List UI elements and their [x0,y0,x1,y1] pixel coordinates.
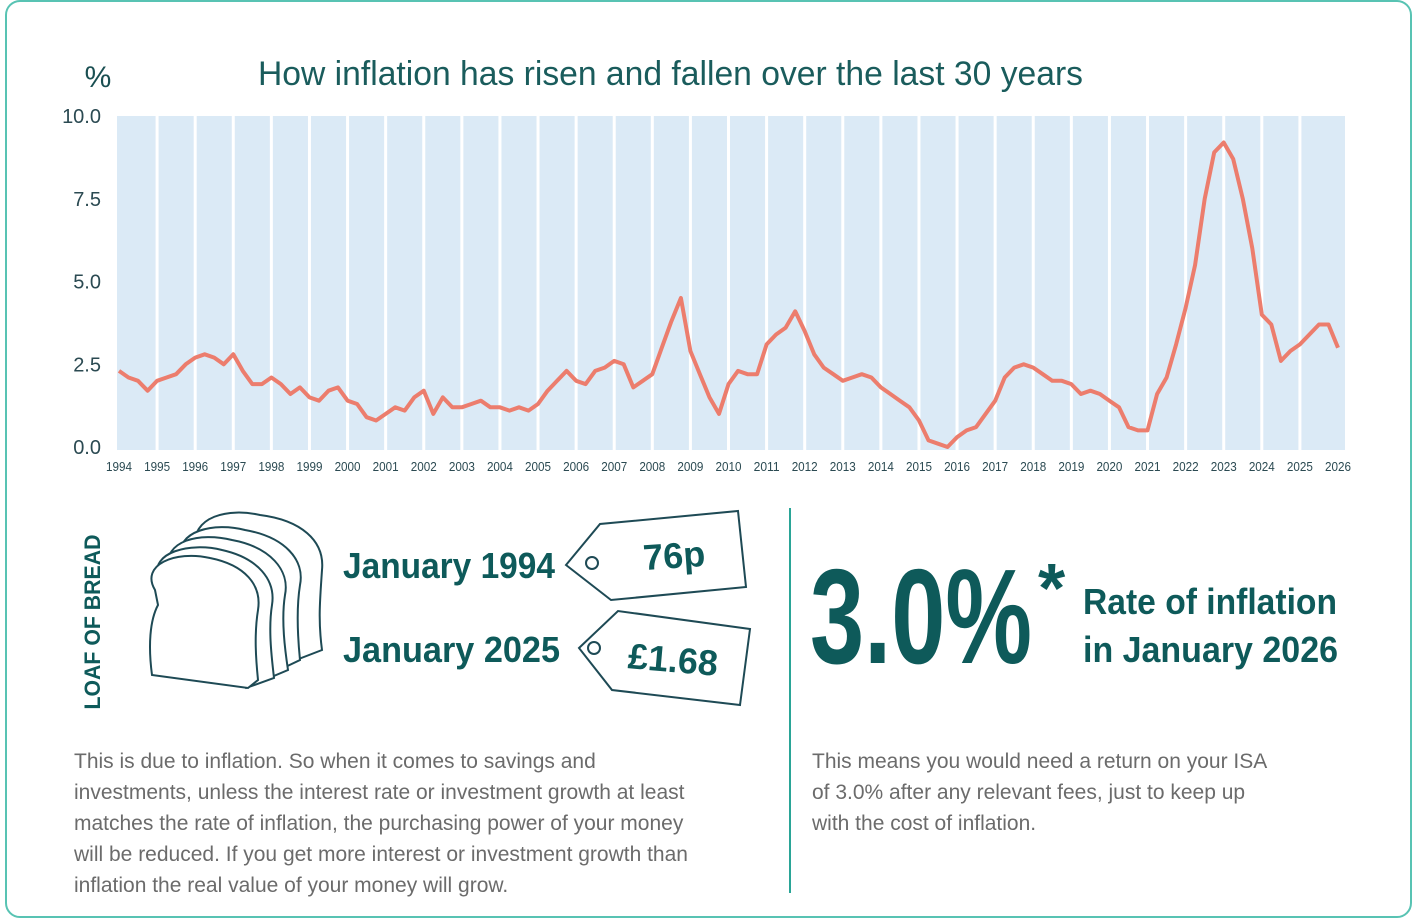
x-tick-label: 2025 [1287,459,1313,474]
paragraph-line: This means you would need a return on yo… [812,750,1267,773]
price-date: January 2025 [343,629,560,670]
x-tick-label: 2008 [639,459,665,474]
x-tick-label: 2018 [1020,459,1046,474]
x-tick-label: 1998 [258,459,284,474]
x-tick-label: 2023 [1211,459,1237,474]
x-tick-label: 2005 [525,459,551,474]
asterisk: * [1038,549,1066,627]
x-tick-label: 1999 [296,459,322,474]
paragraph-line: of 3.0% after any relevant fees, just to… [812,781,1245,804]
x-tick-label: 2020 [1096,459,1122,474]
paragraph-line: This is due to inflation. So when it com… [74,750,596,773]
x-tick-label: 2026 [1325,459,1351,474]
y-tick-label: 0.0 [73,437,101,459]
price-date: January 1994 [343,545,555,586]
bread-label: LOAF OF BREAD [80,535,105,710]
x-tick-label: 2001 [373,459,399,474]
y-tick-label: 2.5 [73,354,101,376]
x-tick-label: 1996 [182,459,208,474]
bread-icon [150,513,322,688]
paragraph-line: inflation the real value of your money w… [74,874,508,897]
x-tick-label: 2017 [982,459,1008,474]
x-tick-label: 2013 [830,459,856,474]
x-tick-label: 2024 [1249,459,1275,474]
inflation-rate: 3.0% [810,541,1032,692]
x-tick-label: 1997 [220,459,246,474]
x-tick-label: 2011 [754,459,780,474]
x-tick-label: 2002 [411,459,437,474]
price: £1.68 [626,635,719,684]
infographic: How inflation has risen and fallen over … [0,0,1417,922]
x-tick-label: 2007 [601,459,627,474]
x-tick-label: 2019 [1058,459,1084,474]
left-paragraph: This is due to inflation. So when it com… [73,750,688,897]
y-tick-label: 10.0 [62,106,101,128]
x-tick-label: 2010 [716,459,742,474]
x-tick-label: 2016 [944,459,970,474]
paragraph-line: with the cost of inflation. [811,812,1036,835]
paragraph-line: matches the rate of inflation, the purch… [74,812,684,835]
x-tick-label: 2015 [906,459,932,474]
x-tick-label: 2003 [449,459,475,474]
price: 76p [642,533,707,578]
paragraph-line: will be reduced. If you get more interes… [73,843,688,866]
rate-caption: Rate of inflation [1083,581,1337,622]
x-tick-label: 2022 [1173,459,1199,474]
rate-caption: in January 2026 [1083,629,1338,670]
x-tick-label: 2012 [792,459,818,474]
y-axis-label: % [85,61,112,94]
x-tick-label: 2004 [487,459,513,474]
y-tick-label: 5.0 [73,272,101,294]
right-paragraph: This means you would need a return on yo… [811,750,1267,835]
x-tick-label: 2000 [335,459,361,474]
paragraph-line: investments, unless the interest rate or… [74,781,685,804]
x-tick-label: 1995 [144,459,170,474]
x-tick-label: 2009 [677,459,703,474]
y-tick-label: 7.5 [73,189,101,211]
chart-title: How inflation has risen and fallen over … [258,55,1083,93]
plot-background [117,116,1345,450]
x-tick-label: 2006 [563,459,589,474]
x-tick-label: 1994 [106,459,132,474]
x-tick-label: 2021 [1135,459,1161,474]
x-tick-label: 2014 [868,459,894,474]
